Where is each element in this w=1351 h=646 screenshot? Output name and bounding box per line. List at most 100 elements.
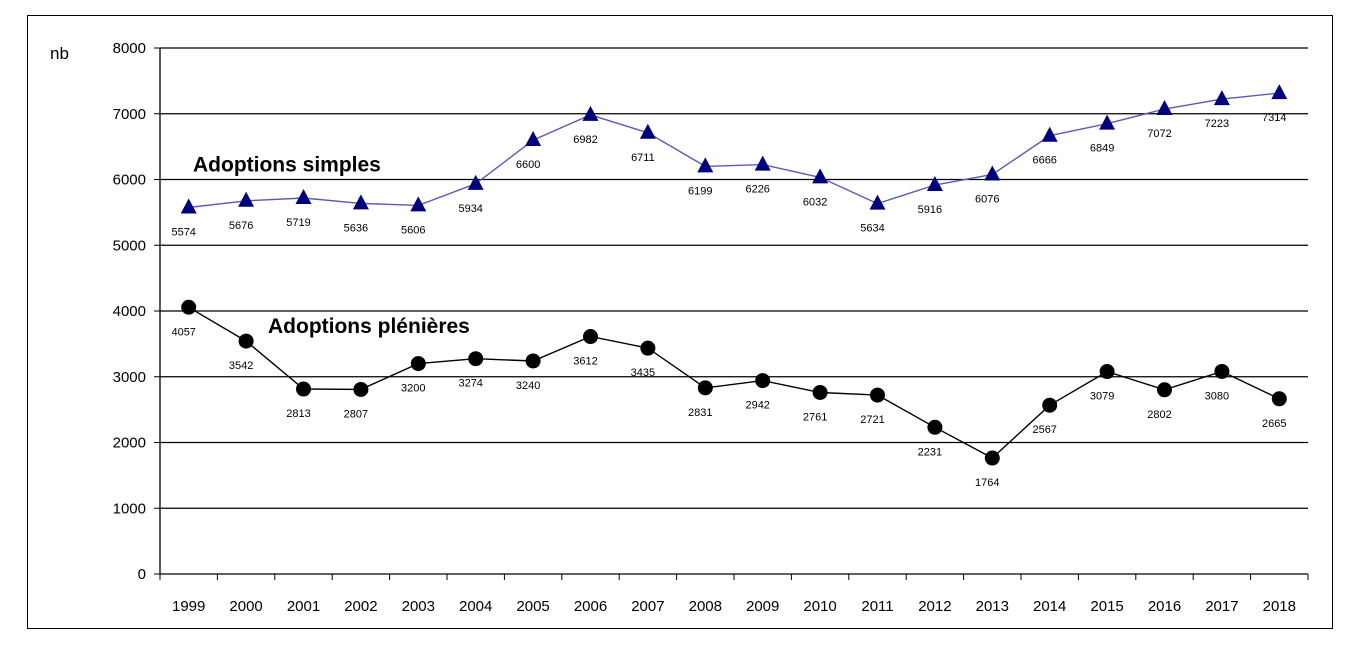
x-tick-label: 2009 xyxy=(746,598,779,615)
data-label: 3435 xyxy=(631,367,655,379)
y-tick-label: 7000 xyxy=(113,106,146,123)
data-point-triangle xyxy=(869,194,886,210)
data-point-triangle xyxy=(1041,126,1058,142)
data-point-triangle xyxy=(1271,84,1288,100)
data-label: 2567 xyxy=(1032,424,1056,436)
series-label: Adoptions simples xyxy=(193,153,381,176)
chart-frame xyxy=(27,15,1333,629)
data-label: 3080 xyxy=(1205,390,1229,402)
data-point-triangle xyxy=(1099,114,1116,130)
data-point-circle xyxy=(238,333,254,349)
x-tick-label: 2016 xyxy=(1148,598,1181,615)
y-tick-label: 5000 xyxy=(113,237,146,254)
data-point-triangle xyxy=(812,168,829,184)
x-tick-label: 2001 xyxy=(287,598,320,615)
x-tick-label: 2002 xyxy=(344,598,377,615)
data-point-circle xyxy=(410,356,426,372)
data-label: 7223 xyxy=(1205,118,1229,130)
y-tick-label: 1000 xyxy=(113,500,146,517)
data-label: 6199 xyxy=(688,185,712,197)
data-point-triangle xyxy=(984,165,1001,181)
data-label: 2802 xyxy=(1147,409,1171,421)
data-label: 5676 xyxy=(229,220,253,232)
data-label: 5636 xyxy=(344,222,368,234)
data-label: 2942 xyxy=(745,400,769,412)
data-label: 6711 xyxy=(631,152,655,164)
series-line xyxy=(188,92,1280,209)
x-tick-label: 2004 xyxy=(459,598,492,615)
series-label: Adoptions plénières xyxy=(268,315,470,338)
x-tick-label: 2006 xyxy=(574,598,607,615)
data-point-circle xyxy=(812,384,828,400)
data-point-circle xyxy=(583,329,598,345)
data-point-triangle xyxy=(697,157,714,173)
x-tick-label: 2007 xyxy=(631,598,664,615)
data-point-circle xyxy=(1099,364,1115,380)
data-point-circle xyxy=(181,299,197,315)
x-tick-label: 2008 xyxy=(689,598,722,615)
data-point-triangle xyxy=(926,176,943,192)
data-label: 6600 xyxy=(516,159,540,171)
data-point-triangle xyxy=(582,105,599,121)
y-tick-label: 0 xyxy=(138,566,146,583)
data-label: 3274 xyxy=(458,378,482,390)
data-label: 3079 xyxy=(1090,391,1114,403)
data-label: 7072 xyxy=(1147,128,1171,140)
data-label: 2831 xyxy=(688,407,712,419)
data-point-circle xyxy=(755,373,771,389)
data-point-triangle xyxy=(1156,100,1173,116)
data-point-circle xyxy=(1157,382,1172,398)
data-label: 5916 xyxy=(918,204,942,216)
data-label: 2813 xyxy=(286,408,310,420)
data-label: 1764 xyxy=(975,477,999,489)
data-label: 2665 xyxy=(1262,418,1286,430)
data-point-triangle xyxy=(352,194,369,210)
x-tick-label: 2010 xyxy=(803,598,836,615)
data-label: 5719 xyxy=(286,217,310,229)
data-label: 3240 xyxy=(516,380,540,392)
data-point-circle xyxy=(1042,397,1058,413)
data-point-triangle xyxy=(1213,90,1230,106)
data-point-circle xyxy=(296,381,311,397)
data-label: 6032 xyxy=(803,196,827,208)
data-label: 5606 xyxy=(401,224,425,236)
data-label: 6226 xyxy=(745,184,769,196)
data-point-circle xyxy=(525,353,541,369)
data-point-circle xyxy=(870,387,885,403)
data-point-triangle xyxy=(467,174,484,190)
y-tick-label: 4000 xyxy=(113,303,146,320)
data-label: 6849 xyxy=(1090,143,1114,155)
data-point-circle xyxy=(1214,363,1230,379)
data-label: 5934 xyxy=(458,203,482,215)
data-point-triangle xyxy=(238,191,255,207)
data-point-circle xyxy=(468,351,484,367)
data-label: 3542 xyxy=(229,360,253,372)
data-label: 4057 xyxy=(171,326,195,338)
data-point-triangle xyxy=(180,198,197,214)
y-tick-label: 2000 xyxy=(113,435,146,452)
x-tick-label: 2013 xyxy=(976,598,1009,615)
x-tick-label: 2014 xyxy=(1033,598,1066,615)
data-label: 6666 xyxy=(1032,155,1056,167)
data-point-triangle xyxy=(295,188,312,204)
data-label: 2231 xyxy=(918,446,942,458)
data-point-triangle xyxy=(639,123,656,139)
data-label: 2761 xyxy=(803,411,827,423)
y-tick-label: 6000 xyxy=(113,172,146,189)
data-point-triangle xyxy=(410,196,427,212)
data-label: 3612 xyxy=(573,356,597,368)
data-label: 3200 xyxy=(401,383,425,395)
x-tick-label: 2015 xyxy=(1090,598,1123,615)
x-tick-label: 2011 xyxy=(861,598,893,615)
data-label: 2721 xyxy=(860,414,884,426)
series-line xyxy=(188,306,1280,459)
data-label: 6982 xyxy=(573,134,597,146)
data-point-circle xyxy=(697,380,713,396)
data-point-triangle xyxy=(525,131,542,147)
data-label: 2807 xyxy=(344,408,368,420)
data-label: 5574 xyxy=(171,227,195,239)
data-point-circle xyxy=(984,450,1000,466)
x-tick-label: 2000 xyxy=(229,598,262,615)
data-point-circle xyxy=(640,340,656,356)
